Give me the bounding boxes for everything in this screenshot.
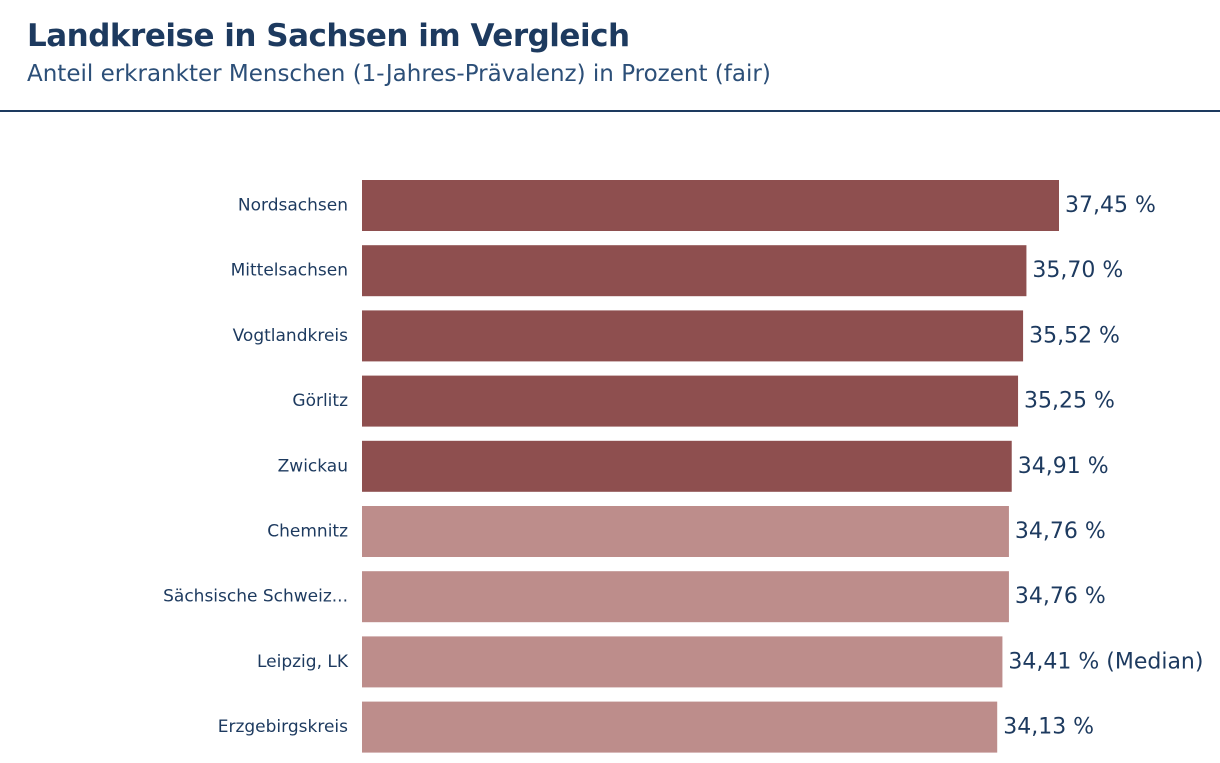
value-label: 35,70 % [1032, 258, 1123, 283]
bar-9 [362, 701, 998, 753]
category-label: Sächsische Schweiz... [163, 587, 348, 607]
value-label: 37,45 % [1065, 193, 1156, 218]
bar-1 [362, 180, 1059, 231]
category-label: Görlitz [292, 391, 348, 411]
category-label: Leipzig, LK [257, 652, 349, 672]
value-label: 34,91 % [1018, 454, 1109, 479]
value-label: 34,13 % [1003, 715, 1094, 740]
chart-header: Landkreise in Sachsen im Vergleich Antei… [0, 0, 1220, 112]
value-label: 34,76 % [1015, 519, 1106, 544]
category-label: Zwickau [278, 456, 348, 476]
category-label: Erzgebirgskreis [218, 717, 348, 737]
bar-8 [362, 636, 1003, 688]
bar-5 [362, 440, 1012, 492]
category-label: Chemnitz [267, 522, 348, 542]
chart-title: Landkreise in Sachsen im Vergleich [27, 18, 630, 54]
bar-4 [362, 375, 1019, 427]
chart-subtitle: Anteil erkrankter Menschen (1-Jahres-Prä… [27, 61, 771, 87]
bar-7 [362, 571, 1009, 623]
value-label: 34,76 % [1015, 584, 1106, 609]
value-label: 35,52 % [1029, 323, 1120, 348]
category-label: Nordsachsen [238, 196, 348, 216]
value-label: 34,41 % (Median) [1008, 649, 1203, 674]
value-label: 35,25 % [1024, 389, 1115, 414]
category-label: Mittelsachsen [231, 261, 348, 281]
bar-6 [362, 506, 1009, 557]
bar-group: Nordsachsen 37,45 % Mittelsachsen 35,70 % Vo… [163, 180, 1203, 753]
category-label: Vogtlandkreis [233, 326, 349, 346]
bar-3 [362, 310, 1024, 362]
bar-2 [362, 245, 1027, 297]
